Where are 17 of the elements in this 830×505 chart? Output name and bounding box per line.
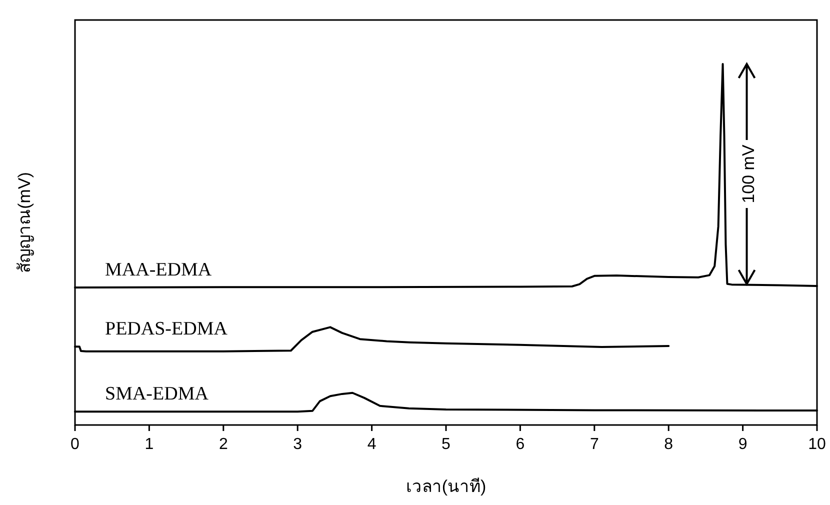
x-tick-label: 3 (293, 436, 302, 453)
x-tick-label: 6 (516, 436, 525, 453)
series-label: SMA-EDMA (105, 384, 209, 405)
series-label: PEDAS-EDMA (105, 318, 228, 340)
x-tick-label: 1 (144, 436, 154, 453)
x-tick-label: 10 (808, 436, 826, 453)
y-axis-title: สัญญาณ(mV) (15, 172, 34, 273)
x-tick-label: 9 (738, 436, 748, 453)
x-tick-label: 0 (70, 436, 80, 453)
x-tick-label: 2 (218, 436, 228, 453)
x-tick-label: 7 (590, 436, 599, 453)
x-tick-label: 4 (367, 436, 376, 453)
x-tick-label: 8 (664, 436, 674, 453)
x-tick-label: 5 (442, 436, 451, 453)
series-label: MAA-EDMA (105, 259, 212, 280)
annotation: 100 mV (738, 144, 758, 204)
x-axis-title: เวลา(นาที) (406, 477, 486, 496)
